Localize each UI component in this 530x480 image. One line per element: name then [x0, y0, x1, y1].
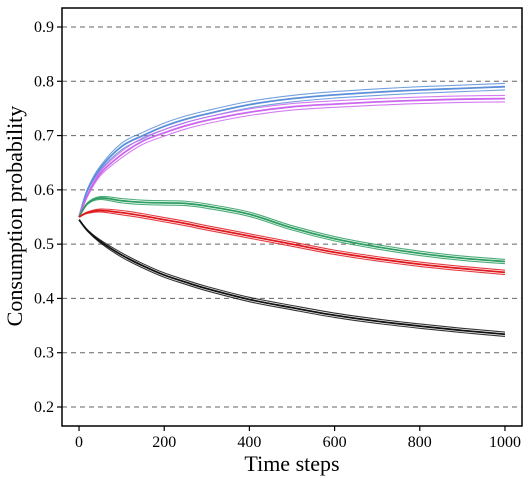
series-band-line: [78, 82, 505, 218]
series-line-2: [78, 94, 505, 218]
series-band-line: [78, 219, 506, 337]
x-tick-label: 0: [75, 434, 83, 451]
series-group: [78, 82, 506, 337]
series-line-4: [78, 208, 506, 276]
series-line-5: [78, 219, 506, 337]
y-tick-label: 0.5: [34, 236, 54, 253]
series-mean-line: [78, 97, 505, 218]
y-axis: 0.2 0.3 0.4 0.5 0.6 0.7 0.8 0.9: [34, 19, 62, 416]
y-tick-label: 0.3: [34, 345, 54, 362]
series-band-line: [78, 195, 506, 260]
x-tick-label: 200: [152, 434, 176, 451]
y-tick-label: 0.7: [34, 128, 54, 145]
series-line-3: [78, 195, 506, 265]
x-tick-label: 600: [323, 434, 347, 451]
y-tick-label: 0.9: [34, 19, 54, 36]
series-mean-line: [78, 209, 506, 274]
series-mean-line: [78, 197, 506, 263]
series-band-line: [78, 94, 505, 218]
x-tick-label: 1000: [489, 434, 521, 451]
y-tick-label: 0.2: [34, 399, 54, 416]
series-band-line: [78, 198, 506, 265]
y-axis-title: Consumption probability: [2, 106, 27, 327]
series-band-line: [78, 211, 506, 276]
x-tick-label: 400: [237, 434, 261, 451]
y-tick-label: 0.4: [34, 290, 54, 307]
series-band-line: [78, 101, 505, 218]
x-axis-title: Time steps: [244, 451, 339, 476]
series-mean-line: [78, 219, 506, 336]
y-tick-label: 0.6: [34, 182, 54, 199]
series-band-line: [78, 219, 506, 333]
x-axis: 0 200 400 600 800 1000: [75, 426, 521, 451]
series-mean-line: [78, 85, 505, 218]
y-tick-label: 0.8: [34, 73, 54, 90]
series-band-line: [78, 208, 506, 271]
plot-frame: [61, 7, 523, 427]
x-tick-label: 800: [408, 434, 432, 451]
